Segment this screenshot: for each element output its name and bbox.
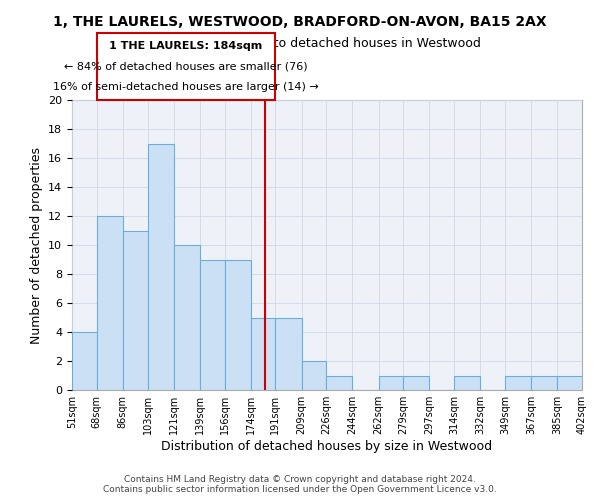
Bar [251,318,275,390]
Bar [97,216,123,390]
Text: 1, THE LAURELS, WESTWOOD, BRADFORD-ON-AVON, BA15 2AX: 1, THE LAURELS, WESTWOOD, BRADFORD-ON-AV… [53,15,547,29]
X-axis label: Distribution of detached houses by size in Westwood: Distribution of detached houses by size … [161,440,493,453]
Bar [454,376,480,390]
Bar [557,376,582,390]
Text: Contains HM Land Registry data © Crown copyright and database right 2024.: Contains HM Land Registry data © Crown c… [124,476,476,484]
Text: 16% of semi-detached houses are larger (14) →: 16% of semi-detached houses are larger (… [53,82,319,92]
Bar [326,376,352,390]
Bar [505,376,531,390]
Bar [200,260,224,390]
Text: ← 84% of detached houses are smaller (76): ← 84% of detached houses are smaller (76… [64,62,308,72]
Bar [174,245,200,390]
Y-axis label: Number of detached properties: Number of detached properties [29,146,43,344]
Text: Contains public sector information licensed under the Open Government Licence v3: Contains public sector information licen… [103,486,497,494]
Bar [531,376,557,390]
Bar [72,332,97,390]
Bar [148,144,174,390]
Text: 1 THE LAURELS: 184sqm: 1 THE LAURELS: 184sqm [109,41,263,51]
Text: Size of property relative to detached houses in Westwood: Size of property relative to detached ho… [119,38,481,51]
Bar [123,230,148,390]
Bar [379,376,403,390]
Bar [302,361,326,390]
Bar [224,260,251,390]
Bar [275,318,302,390]
Bar [403,376,430,390]
